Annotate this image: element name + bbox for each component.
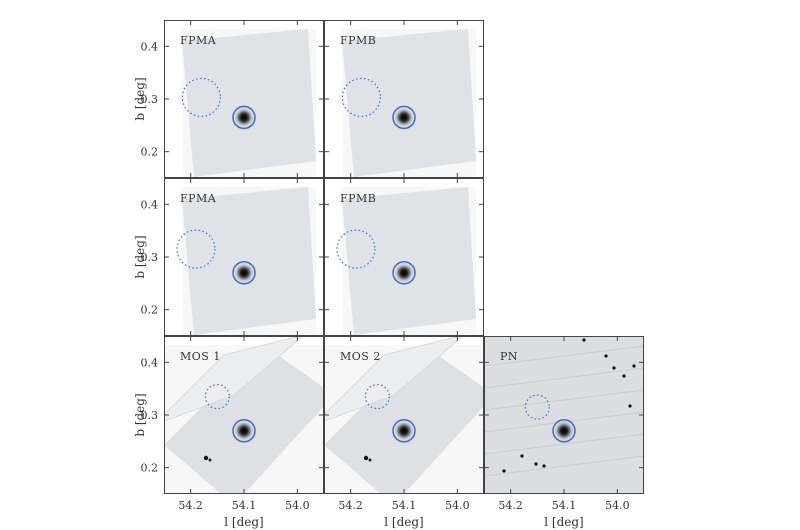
background-region-circle <box>181 77 221 118</box>
x-axis-title: l [deg] <box>544 515 583 529</box>
y-tick-label: 0.4 <box>141 40 159 53</box>
ccd-gap <box>484 455 644 477</box>
point-source <box>542 464 546 468</box>
x-axis-title: l [deg] <box>224 515 263 529</box>
point-source <box>203 455 209 461</box>
x-tick-label: 54.0 <box>605 499 630 512</box>
source-region-circle <box>552 419 576 443</box>
x-tick-label: 54.2 <box>178 499 203 512</box>
ccd-gap <box>484 433 644 455</box>
source-region-circle <box>392 105 416 130</box>
panel-label: FPMB <box>340 34 376 47</box>
x-axis-title: l [deg] <box>384 515 423 529</box>
panel-label: MOS 2 <box>340 350 381 363</box>
source-emission <box>396 264 412 281</box>
x-tick-label: 54.1 <box>232 499 257 512</box>
y-tick-label: 0.4 <box>141 356 159 369</box>
source-region-circle <box>232 419 256 443</box>
point-source <box>622 374 626 378</box>
x-tick-label: 54.1 <box>392 499 417 512</box>
source-emission <box>556 422 572 439</box>
source-region-circle <box>232 261 256 285</box>
point-source <box>520 454 524 458</box>
point-source <box>363 455 369 461</box>
x-tick-label: 54.0 <box>285 499 310 512</box>
exposure-map-outer <box>164 336 304 422</box>
x-tick-label: 54.1 <box>552 499 577 512</box>
x-tick-label: 54.2 <box>498 499 523 512</box>
source-emission <box>236 109 252 126</box>
y-axis-title: b [deg] <box>133 393 147 436</box>
y-axis-title: b [deg] <box>133 235 147 278</box>
panel-pn: PN <box>484 336 644 494</box>
panel-label: FPMB <box>340 192 376 205</box>
image-noise <box>182 187 316 335</box>
source-region-circle <box>392 261 416 285</box>
point-source <box>502 469 506 473</box>
panel-fpmb: FPMB <box>324 20 484 178</box>
source-region-circle <box>392 419 416 443</box>
image-noise <box>342 29 476 177</box>
background-region-circle <box>204 383 230 410</box>
panel-label: MOS 1 <box>180 350 221 363</box>
point-source <box>604 354 608 358</box>
background-region-circle <box>341 77 381 118</box>
point-source <box>628 404 632 408</box>
ccd-gap <box>484 345 644 367</box>
source-emission <box>236 264 252 281</box>
panel-mos-2: MOS 2 <box>324 336 484 494</box>
y-tick-label: 0.2 <box>141 304 159 317</box>
point-source <box>208 458 212 462</box>
ccd-gap <box>484 367 644 389</box>
y-tick-label: 0.4 <box>141 198 159 211</box>
y-axis-title: b [deg] <box>133 77 147 120</box>
background-region-circle <box>176 229 216 269</box>
panel-fpma: FPMA <box>164 178 324 336</box>
image-noise <box>342 187 476 335</box>
panel-label: FPMA <box>180 192 217 205</box>
panel-fpmb: FPMB <box>324 178 484 336</box>
source-emission <box>396 109 412 126</box>
ccd-gap <box>484 411 644 433</box>
panel-label: PN <box>500 350 518 363</box>
x-tick-label: 54.2 <box>338 499 363 512</box>
background-region-circle <box>364 383 390 410</box>
point-source <box>534 462 538 466</box>
exposure-map-outer <box>324 336 464 422</box>
point-source <box>612 366 616 370</box>
panel-fpma: FPMA <box>164 20 324 178</box>
point-source <box>368 458 372 462</box>
source-emission <box>396 422 412 439</box>
y-tick-label: 0.3 <box>141 409 159 422</box>
x-tick-label: 54.0 <box>445 499 470 512</box>
y-tick-label: 0.2 <box>141 462 159 475</box>
ccd-gap <box>484 389 644 411</box>
background-region-circle <box>336 229 376 269</box>
panel-label: FPMA <box>180 34 217 47</box>
y-tick-label: 0.3 <box>141 251 159 264</box>
panel-mos-1: MOS 1 <box>164 336 324 494</box>
point-source <box>582 338 586 342</box>
y-tick-label: 0.3 <box>141 93 159 106</box>
source-emission <box>236 422 252 439</box>
source-region-circle <box>232 105 256 130</box>
background-region-circle <box>524 394 550 420</box>
image-noise <box>182 29 316 177</box>
y-tick-label: 0.2 <box>141 146 159 159</box>
point-source <box>632 364 636 368</box>
